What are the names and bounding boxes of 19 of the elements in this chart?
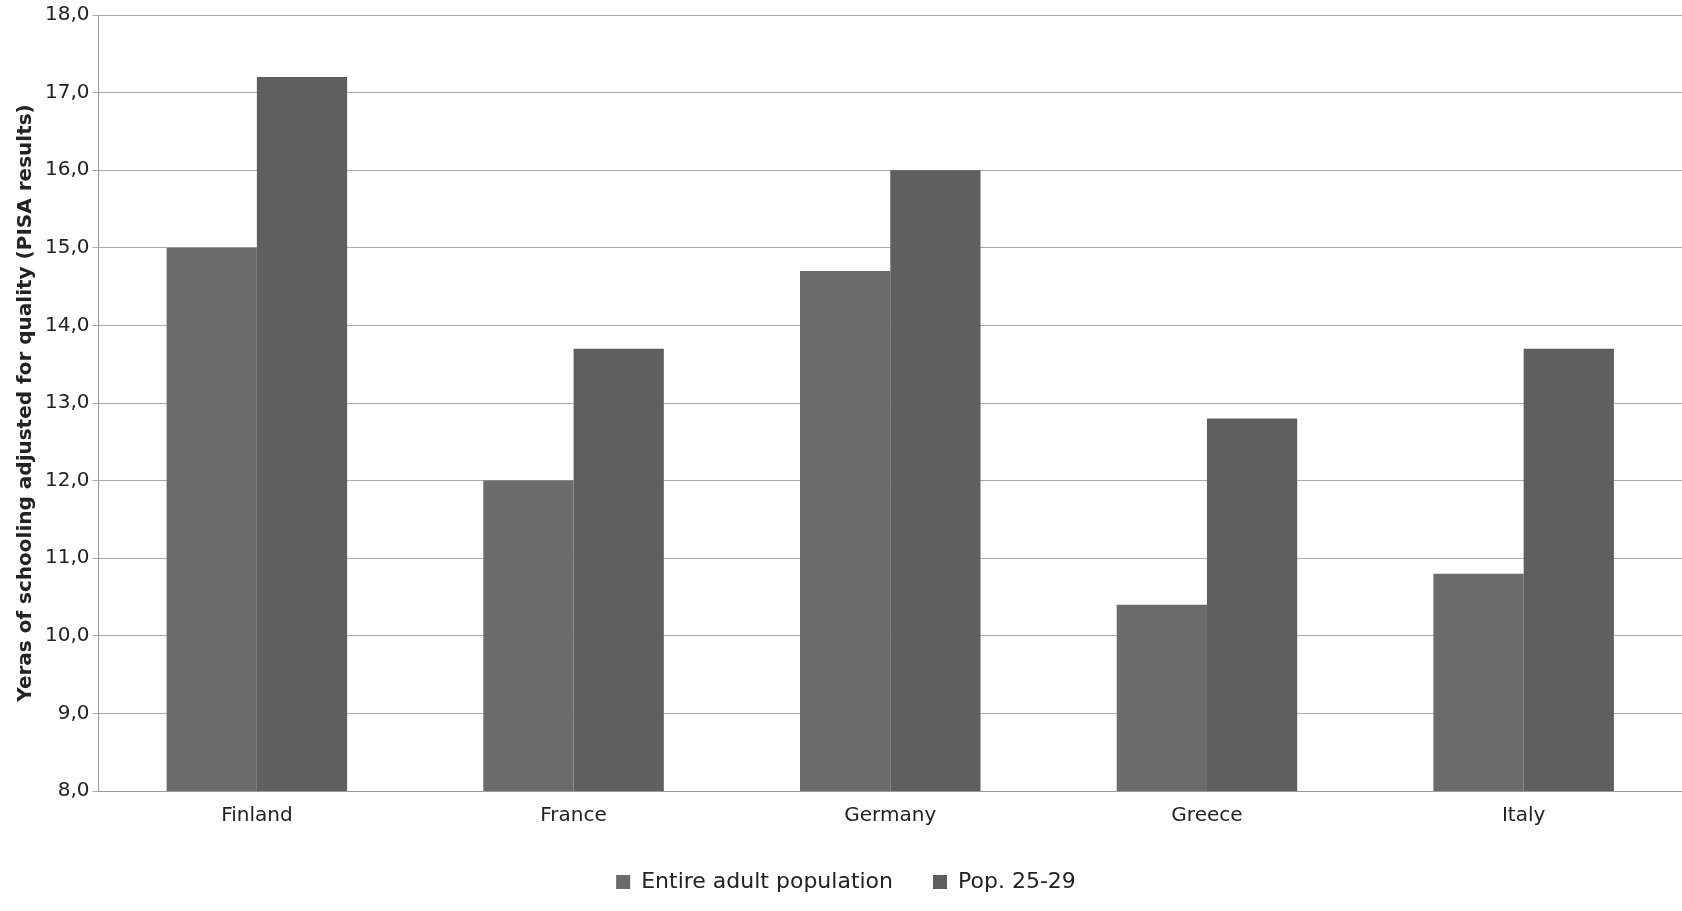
y-tick-label: 13,0 [45,389,90,414]
y-tick-label: 17,0 [45,78,90,103]
y-tick-label: 12,0 [45,466,90,491]
x-tick-label: France [540,802,607,827]
y-tick-label: 11,0 [45,544,90,569]
x-tick-label: Finland [221,802,293,827]
y-tick-label: 9,0 [57,699,90,724]
legend-label: Pop. 25-29 [958,867,1076,893]
y-tick-label: 18,0 [45,1,90,26]
y-tick-label: 8,0 [57,777,90,802]
y-tick-label: 16,0 [45,156,90,181]
x-tick-label: Germany [844,802,937,827]
y-tick-label: 14,0 [45,311,90,336]
y-tick-label: 10,0 [45,622,90,646]
y-tick-label: 15,0 [45,234,90,258]
legend-label: Entire adult population [641,867,894,893]
x-tick-label: Italy [1501,802,1546,827]
x-tick-label: Greece [1171,802,1243,827]
y-axis-title: Yeras of schooling adjusted for quality (PISA results) [12,104,37,703]
